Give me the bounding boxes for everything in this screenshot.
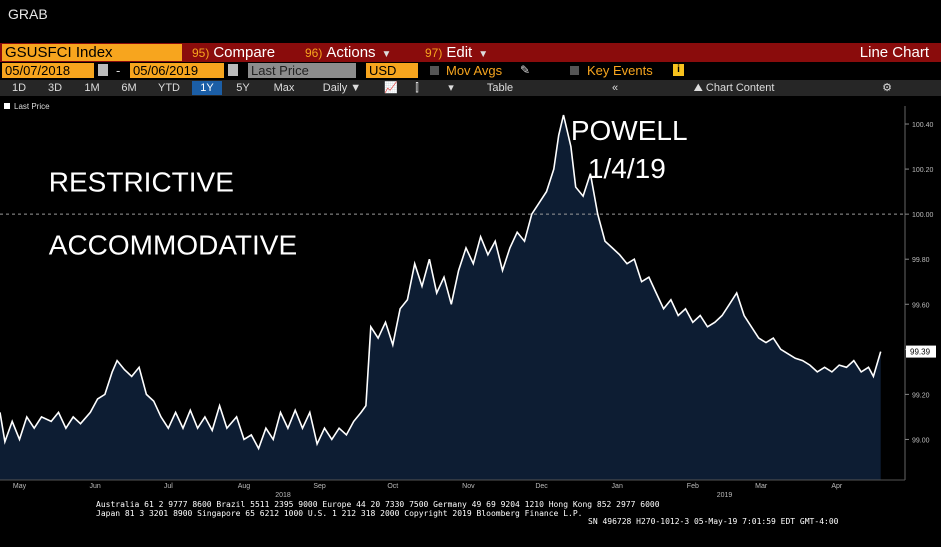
chevron-down-icon: ▼	[381, 49, 392, 60]
area-layer	[0, 114, 882, 480]
compare-number: 95)	[192, 46, 210, 60]
y-tick-label: 100.40	[912, 122, 934, 129]
range-max-button[interactable]: Max	[273, 82, 295, 94]
mov-avgs-label[interactable]: Mov Avgs	[446, 63, 503, 78]
annotations: POWELL 1/4/19 RESTRICTIVE ACCOMMODATIVE	[49, 115, 688, 261]
calendar-icon[interactable]	[98, 64, 108, 76]
chart-annotation: RESTRICTIVE	[49, 167, 234, 198]
price-field-value: Last Price	[251, 63, 309, 78]
footer-line2: Japan 81 3 3201 8900 Singapore 65 6212 1…	[96, 509, 582, 518]
range-3d-button[interactable]: 3D	[47, 82, 63, 94]
chart-annotation: 1/4/19	[588, 153, 666, 184]
chart-content-label: Chart Content	[705, 82, 775, 94]
x-year-label: 2019	[717, 492, 733, 499]
x-tick-label: Oct	[387, 483, 398, 490]
currency-value: USD	[369, 63, 397, 78]
footer-line3: SN 496728 H270-1012-3 05-May-19 7:01:59 …	[588, 517, 839, 526]
actions-label: Actions	[326, 44, 376, 61]
period-select[interactable]: Daily ▼	[322, 82, 362, 94]
chevron-down-icon: ▼	[478, 49, 489, 60]
compare-label: Compare	[213, 44, 276, 61]
last-value-label: 99.39	[910, 348, 931, 357]
series-line	[0, 114, 882, 451]
info-icon[interactable]: i	[673, 64, 684, 76]
range-ytd-button[interactable]: YTD	[158, 82, 180, 94]
start-date-field[interactable]: 05/07/2018	[2, 63, 94, 78]
y-tick-label: 99.00	[912, 437, 930, 444]
range-1d-button[interactable]: 1D	[11, 82, 27, 94]
x-tick-label: Mar	[755, 483, 768, 490]
line-chart-icon[interactable]: 📈	[384, 82, 398, 94]
x-axis: May Jun Jul Aug Sep Oct Nov Dec Jan Feb Mar Apr 2018…	[0, 479, 905, 499]
series-area	[0, 115, 881, 480]
x-tick-label: May	[13, 483, 27, 490]
collapse-icon[interactable]: «	[611, 82, 619, 94]
edit-label: Edit	[446, 44, 473, 61]
x-tick-label: Jul	[164, 483, 173, 490]
range-6m-button[interactable]: 6M	[121, 82, 137, 94]
range-5y-button[interactable]: 5Y	[236, 82, 250, 94]
x-tick-label: Aug	[238, 483, 251, 490]
legend-swatch	[4, 103, 10, 109]
date-separator: -	[116, 63, 121, 78]
key-events-label[interactable]: Key Events	[587, 63, 653, 78]
y-tick-label: 99.20	[912, 392, 930, 399]
x-tick-label: Jun	[89, 483, 100, 490]
pencil-icon[interactable]: ✎	[520, 63, 531, 77]
key-events-checkbox[interactable]	[570, 66, 579, 75]
x-tick-label: Apr	[831, 483, 843, 490]
y-tick-label: 99.60	[912, 302, 930, 309]
footer: Australia 61 2 9777 8600 Brazil 5511 239…	[96, 500, 839, 526]
y-tick-label: 100.00	[912, 212, 934, 219]
calendar-icon[interactable]	[228, 64, 238, 76]
edit-number: 97)	[425, 46, 443, 60]
range-1y-button[interactable]: 1Y	[192, 81, 222, 95]
chart-content-button[interactable]: ⛰ Chart Content	[693, 82, 775, 94]
x-tick-label: Jan	[612, 483, 623, 490]
chart-annotation: ACCOMMODATIVE	[49, 230, 297, 261]
edit-menu[interactable]: 97) Edit ▼	[425, 44, 488, 61]
y-tick-label: 99.80	[912, 257, 930, 264]
footer-line1: Australia 61 2 9777 8600 Brazil 5511 239…	[96, 500, 660, 509]
legend-label: Last Price	[14, 102, 50, 111]
ticker-field[interactable]: GSUSFCI Index	[2, 44, 182, 61]
currency-select[interactable]: USD	[366, 63, 418, 78]
compare-menu[interactable]: 95) Compare	[192, 44, 275, 61]
x-tick-label: Nov	[462, 483, 475, 490]
end-date-field[interactable]: 05/06/2019	[130, 63, 224, 78]
x-year-label: 2018	[275, 492, 291, 499]
gear-icon[interactable]: ⚙	[882, 82, 892, 94]
y-axis: 99.0099.2099.4099.6099.80100.00100.20100…	[904, 106, 936, 480]
range-1m-button[interactable]: 1M	[84, 82, 100, 94]
x-tick-label: Dec	[535, 483, 548, 490]
x-tick-label: Feb	[687, 483, 699, 490]
chart-type-label[interactable]: Line Chart	[859, 44, 929, 61]
y-tick-label: 100.20	[912, 167, 934, 174]
range-bar	[0, 80, 941, 96]
actions-menu[interactable]: 96) Actions ▼	[305, 44, 391, 61]
actions-number: 96)	[305, 46, 323, 60]
more-dropdown[interactable]: ▾	[448, 82, 454, 94]
chart-annotation: POWELL	[571, 115, 688, 146]
mov-avgs-checkbox[interactable]	[430, 66, 439, 75]
period-value: Daily	[322, 82, 348, 94]
price-chart: Last Price 99.0099.2099.4099.6099.80100.…	[0, 102, 936, 526]
price-field-select[interactable]: Last Price	[248, 63, 356, 78]
table-button[interactable]: Table	[486, 82, 514, 94]
bar-chart-icon[interactable]: ⫿	[415, 82, 419, 94]
last-value-badge	[906, 345, 936, 358]
toolbar	[0, 43, 941, 62]
x-tick-label: Sep	[313, 483, 326, 490]
window-title: GRAB	[8, 6, 48, 22]
